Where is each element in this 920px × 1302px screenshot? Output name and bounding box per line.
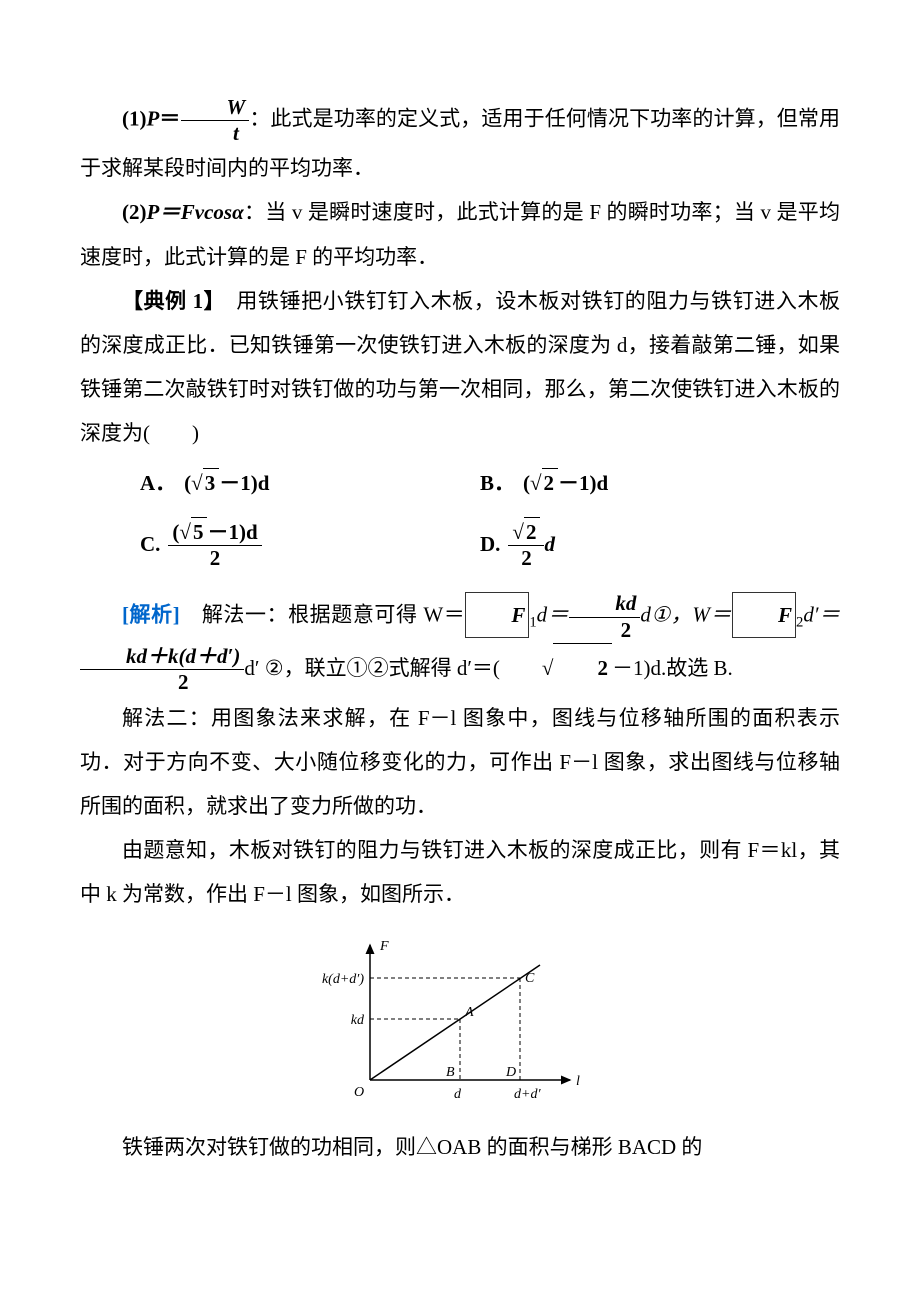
solution-2a: 解法二：用图象法来求解，在 F－l 图象中，图线与位移轴所围的面积表示功．对于方… bbox=[80, 696, 840, 828]
p1-lhs: P bbox=[147, 107, 160, 131]
boxed-f2: F bbox=[732, 592, 796, 638]
para-p1: (1)P＝Wt：此式是功率的定义式，适用于任何情况下功率的计算，但常用于求解某段… bbox=[80, 95, 840, 190]
svg-text:d: d bbox=[454, 1087, 462, 1102]
para-last: 铁锤两次对铁钉做的功相同，则△OAB 的面积与梯形 BACD 的 bbox=[80, 1125, 840, 1169]
p1-fraction: Wt bbox=[181, 95, 250, 146]
svg-text:F: F bbox=[379, 939, 389, 954]
analysis-label: [解析] bbox=[122, 603, 180, 627]
svg-text:C: C bbox=[525, 971, 535, 986]
solution-2b: 由题意知，木板对铁钉的阻力与铁钉进入木板的深度成正比，则有 F＝kl，其中 k … bbox=[80, 828, 840, 916]
svg-text:B: B bbox=[446, 1065, 455, 1080]
para-p2: (2)P＝Fvcosα：当 v 是瞬时速度时，此式计算的是 F 的瞬时功率；当 … bbox=[80, 190, 840, 278]
options-block: A． (√3－1)d B． (√2－1)d C. (√5－1)d 2 D. √2 bbox=[140, 467, 840, 571]
options-row-2: C. (√5－1)d 2 D. √2 2 d bbox=[140, 517, 840, 571]
p2-formula: P＝Fvcosα bbox=[147, 200, 244, 224]
example-title: 【典例 1】 bbox=[122, 289, 215, 313]
option-d: D. √2 2 d bbox=[480, 517, 820, 571]
svg-text:D: D bbox=[505, 1065, 516, 1080]
p2-prefix: (2) bbox=[122, 200, 147, 224]
boxed-f1: F bbox=[465, 592, 529, 638]
example-problem: 【典例 1】 用铁锤把小铁钉钉入木板，设木板对铁钉的阻力与铁钉进入木板的深度成正… bbox=[80, 279, 840, 455]
p1-prefix: (1) bbox=[122, 107, 147, 131]
option-c: C. (√5－1)d 2 bbox=[140, 517, 480, 571]
svg-text:O: O bbox=[354, 1085, 364, 1100]
svg-text:kd: kd bbox=[351, 1013, 365, 1028]
solution-1: [解析] 解法一：根据题意可得 W＝F1d＝kd2d①，W＝F2d′＝kd＋k(… bbox=[80, 591, 840, 695]
option-b: B． (√2－1)d bbox=[480, 467, 820, 497]
option-a: A． (√3－1)d bbox=[140, 467, 480, 497]
svg-text:l: l bbox=[576, 1074, 580, 1089]
svg-text:A: A bbox=[464, 1005, 474, 1020]
svg-text:k(d+d′): k(d+d′) bbox=[322, 972, 364, 987]
options-row-1: A． (√3－1)d B． (√2－1)d bbox=[140, 467, 840, 497]
svg-text:d+d′: d+d′ bbox=[514, 1087, 541, 1102]
figure-container: Fl O A B C Dd d+d′ kd k(d+d′) bbox=[80, 930, 840, 1115]
fl-graph: Fl O A B C Dd d+d′ kd k(d+d′) bbox=[320, 930, 600, 1110]
